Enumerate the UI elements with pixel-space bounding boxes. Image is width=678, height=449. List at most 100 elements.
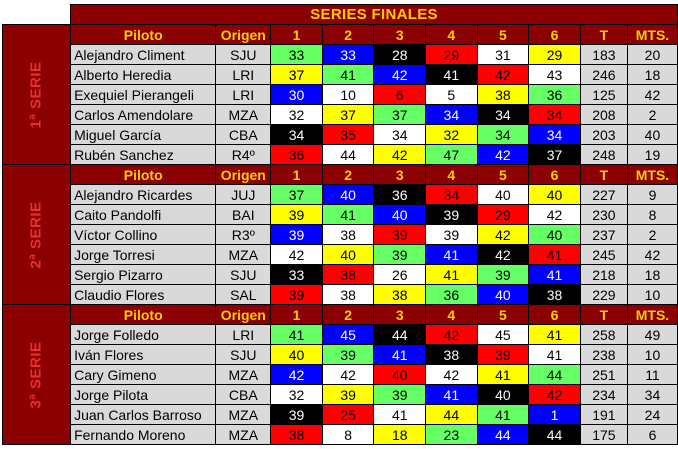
table-row: Sergio Pizarro SJU 33 38 26 41 39 41 218 18 [3, 264, 678, 285]
series-header-row: 1ª SERIE Piloto Origen 1 2 3 4 5 6 T MTS. [1, 24, 678, 165]
series-label: 3ª SERIE [1, 304, 72, 445]
table-row: Caito Pandolfi BAI 39 41 40 39 29 42 230 8 [3, 204, 678, 225]
pilot-name: Alejandro Ricardes [70, 184, 217, 205]
heat-6-score: 1 [528, 404, 581, 425]
column-header-mts: MTS. [626, 24, 678, 45]
heat-1-score: 37 [270, 64, 323, 85]
meters-value: 49 [626, 324, 678, 345]
heat-4-score: 44 [425, 404, 478, 425]
heat-1-score: 42 [270, 364, 323, 385]
pilot-name: Sergio Pizarro [70, 264, 217, 285]
meters-value: 18 [626, 264, 678, 285]
pilot-origin: LRI [215, 64, 272, 85]
heat-6-score: 41 [528, 244, 581, 265]
heat-5-score: 31 [476, 44, 530, 65]
heat-2-score: 45 [321, 324, 375, 345]
heat-3-score: 39 [373, 224, 427, 245]
heat-1-score: 32 [270, 384, 323, 405]
series-label-text: 1ª SERIE [27, 60, 45, 129]
pilot-name: Alberto Heredia [70, 64, 217, 85]
pilot-name: Alejandro Climent [70, 44, 217, 65]
heat-5-score: 44 [476, 424, 530, 445]
meters-value: 2 [626, 224, 678, 245]
heat-5-score: 45 [476, 324, 530, 345]
total-score: 125 [579, 84, 628, 105]
heat-1-score: 40 [270, 344, 323, 365]
column-header-h4: 4 [425, 24, 478, 45]
column-header-piloto: Piloto [70, 24, 217, 45]
heat-3-score: 40 [373, 204, 427, 225]
pilot-origin: MZA [215, 364, 272, 385]
column-header-h6: 6 [528, 164, 581, 185]
heat-4-score: 29 [425, 44, 478, 65]
column-header-origen: Origen [215, 164, 272, 185]
meters-value: 42 [626, 84, 678, 105]
series-label: 2ª SERIE [1, 164, 72, 305]
meters-value: 2 [626, 104, 678, 125]
heat-2-score: 41 [321, 64, 375, 85]
results-table: SERIES FINALES 1ª SERIE Piloto Origen 1 2 3 4 5… [1, 4, 678, 445]
heat-5-score: 41 [476, 364, 530, 385]
heat-5-score: 40 [476, 384, 530, 405]
heat-6-score: 37 [528, 144, 581, 165]
total-score: 234 [579, 384, 628, 405]
total-score: 237 [579, 224, 628, 245]
heat-5-score: 42 [476, 244, 530, 265]
column-header-h3: 3 [373, 24, 427, 45]
meters-value: 42 [626, 244, 678, 265]
heat-6-score: 41 [528, 324, 581, 345]
total-score: 229 [579, 284, 628, 305]
pilot-name: Jorge Torresi [70, 244, 217, 265]
table-row: Cary Gimeno MZA 42 42 40 42 41 44 251 11 [3, 364, 678, 385]
pilot-origin: SAL [215, 284, 272, 305]
heat-5-score: 34 [476, 104, 530, 125]
heat-2-score: 40 [321, 184, 375, 205]
series-header-row: 2ª SERIE Piloto Origen 1 2 3 4 5 6 T MTS. [1, 164, 678, 305]
pilot-origin: SJU [215, 264, 272, 285]
column-header-h6: 6 [528, 304, 581, 325]
total-score: 208 [579, 104, 628, 125]
heat-6-score: 40 [528, 224, 581, 245]
heat-3-score: 34 [373, 124, 427, 145]
heat-3-score: 37 [373, 104, 427, 125]
table-row: Miguel García CBA 34 35 34 32 34 34 203 40 [3, 124, 678, 145]
meters-value: 18 [626, 64, 678, 85]
table-row: Jorge Folledo LRI 41 45 44 42 45 41 258 49 [3, 324, 678, 345]
heat-3-score: 42 [373, 144, 427, 165]
column-header-h1: 1 [270, 164, 323, 185]
series-label-text: 3ª SERIE [27, 340, 45, 409]
pilot-origin: R4º [215, 144, 272, 165]
heat-6-score: 34 [528, 124, 581, 145]
series-label: 1ª SERIE [1, 24, 72, 165]
heat-4-score: 47 [425, 144, 478, 165]
heat-5-score: 39 [476, 264, 530, 285]
pilot-origin: SJU [215, 44, 272, 65]
column-header-t: T [579, 24, 628, 45]
meters-value: 11 [626, 364, 678, 385]
total-score: 246 [579, 64, 628, 85]
heat-2-score: 38 [321, 284, 375, 305]
heat-4-score: 23 [425, 424, 478, 445]
meters-value: 20 [626, 44, 678, 65]
pilot-name: Juan Carlos Barroso [70, 404, 217, 425]
heat-4-score: 42 [425, 324, 478, 345]
heat-5-score: 42 [476, 64, 530, 85]
table-row: Carlos Amendolare MZA 32 37 37 34 34 34 208 2 [3, 104, 678, 125]
heat-2-score: 38 [321, 264, 375, 285]
table-row: Juan Carlos Barroso MZA 39 25 41 44 41 1 191 24 [3, 404, 678, 425]
pilot-origin: MZA [215, 104, 272, 125]
pilot-origin: BAI [215, 204, 272, 225]
column-header-piloto: Piloto [70, 304, 217, 325]
series-label-text: 2ª SERIE [27, 200, 45, 269]
meters-value: 34 [626, 384, 678, 405]
column-header-origen: Origen [215, 24, 272, 45]
heat-6-score: 44 [528, 424, 581, 445]
pilot-name: Caito Pandolfi [70, 204, 217, 225]
heat-6-score: 41 [528, 344, 581, 365]
heat-4-score: 5 [425, 84, 478, 105]
heat-4-score: 36 [425, 284, 478, 305]
heat-4-score: 39 [425, 204, 478, 225]
total-score: 248 [579, 144, 628, 165]
heat-4-score: 38 [425, 344, 478, 365]
heat-6-score: 29 [528, 44, 581, 65]
